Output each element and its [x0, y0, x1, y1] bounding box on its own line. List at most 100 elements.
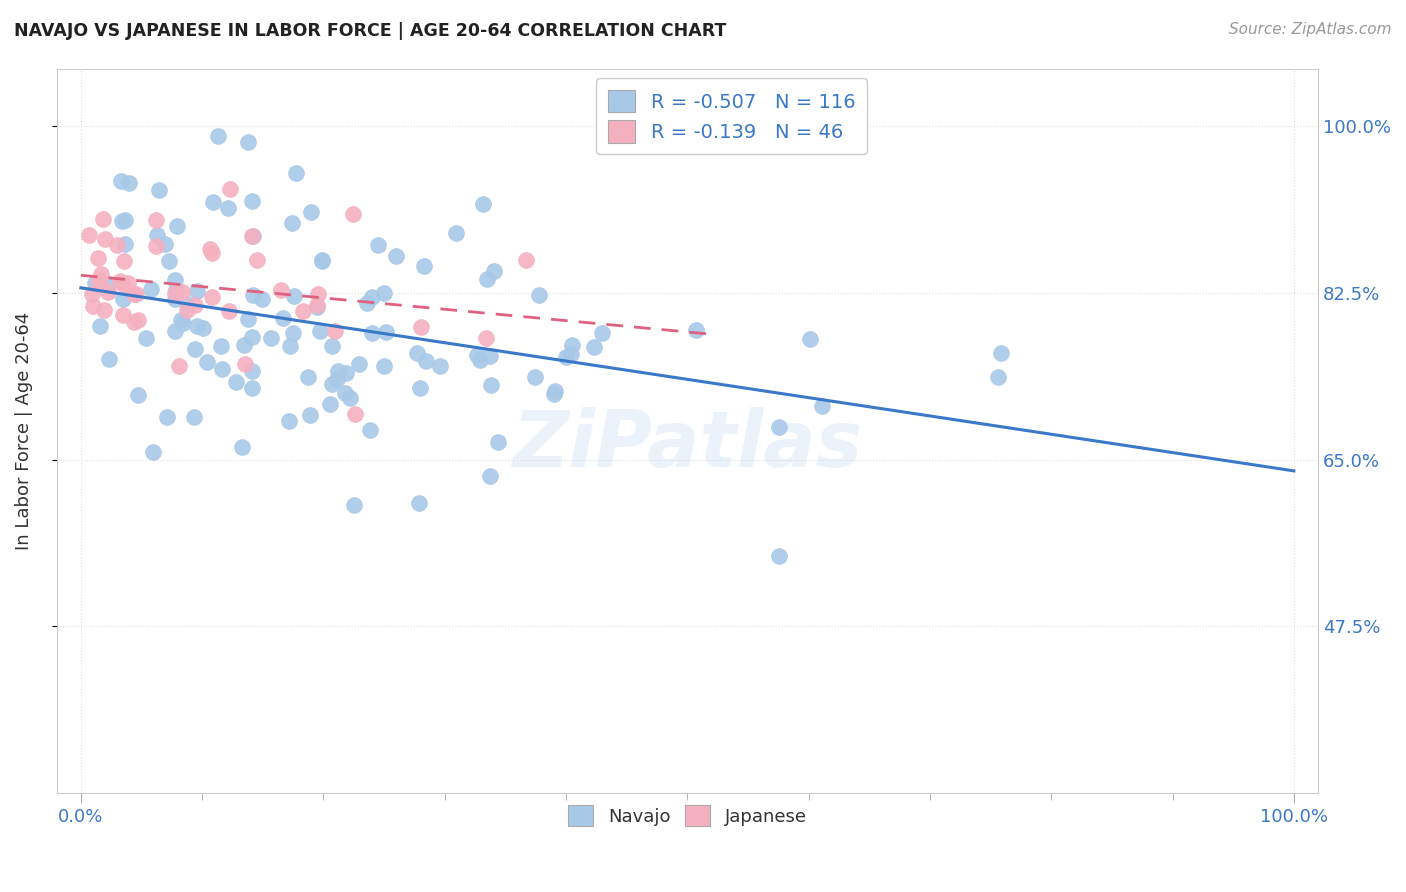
Point	[308, 324, 330, 338]
Point	[326, 372, 349, 386]
Point	[198, 242, 221, 256]
Point	[77, 228, 100, 243]
Point	[209, 339, 232, 353]
Point	[240, 194, 263, 208]
Point	[411, 320, 433, 334]
Point	[339, 391, 361, 405]
Point	[165, 293, 187, 307]
Point	[299, 204, 322, 219]
Point	[87, 251, 110, 265]
Point	[271, 310, 294, 325]
Point	[142, 445, 165, 459]
Point	[479, 378, 502, 392]
Point	[544, 384, 567, 398]
Point	[141, 282, 163, 296]
Point	[183, 342, 205, 356]
Point	[166, 219, 188, 233]
Point	[111, 277, 134, 291]
Text: NAVAJO VS JAPANESE IN LABOR FORCE | AGE 20-64 CORRELATION CHART: NAVAJO VS JAPANESE IN LABOR FORCE | AGE …	[14, 22, 727, 40]
Point	[87, 273, 110, 287]
Y-axis label: In Labor Force | Age 20-64: In Labor Force | Age 20-64	[15, 312, 32, 550]
Point	[195, 355, 218, 369]
Point	[373, 285, 395, 300]
Point	[297, 369, 319, 384]
Point	[82, 299, 104, 313]
Point	[80, 287, 103, 301]
Point	[183, 409, 205, 424]
Point	[311, 253, 333, 268]
Point	[186, 318, 208, 333]
Point	[98, 277, 121, 291]
Point	[524, 370, 547, 384]
Point	[240, 229, 263, 244]
Point	[165, 286, 187, 301]
Point	[385, 249, 408, 263]
Point	[236, 312, 259, 326]
Point	[307, 287, 329, 301]
Point	[311, 254, 333, 268]
Point	[360, 290, 382, 304]
Point	[305, 301, 328, 315]
Point	[768, 420, 790, 434]
Point	[347, 357, 370, 371]
Point	[89, 319, 111, 334]
Point	[321, 339, 343, 353]
Text: Source: ZipAtlas.com: Source: ZipAtlas.com	[1229, 22, 1392, 37]
Point	[127, 388, 149, 402]
Point	[990, 345, 1012, 359]
Point	[475, 331, 498, 345]
Point	[335, 385, 357, 400]
Point	[112, 253, 135, 268]
Point	[118, 176, 141, 190]
Point	[201, 245, 224, 260]
Point	[405, 346, 427, 360]
Point	[278, 339, 301, 353]
Point	[484, 263, 506, 277]
Point	[98, 351, 121, 366]
Point	[232, 338, 254, 352]
Point	[163, 324, 186, 338]
Point	[127, 312, 149, 326]
Point	[183, 298, 205, 312]
Point	[444, 227, 467, 241]
Point	[172, 316, 194, 330]
Point	[145, 213, 167, 227]
Point	[156, 409, 179, 424]
Point	[233, 357, 256, 371]
Point	[218, 304, 240, 318]
Point	[186, 284, 208, 298]
Point	[477, 272, 499, 286]
Point	[105, 238, 128, 252]
Point	[117, 276, 139, 290]
Point	[555, 350, 578, 364]
Point	[97, 285, 120, 300]
Point	[217, 201, 239, 215]
Point	[225, 376, 247, 390]
Point	[283, 288, 305, 302]
Point	[218, 182, 240, 196]
Point	[409, 381, 432, 395]
Point	[191, 321, 214, 335]
Point	[277, 414, 299, 428]
Point	[486, 434, 509, 449]
Point	[157, 254, 180, 268]
Point	[298, 409, 321, 423]
Point	[242, 229, 264, 244]
Point	[240, 330, 263, 344]
Point	[515, 253, 537, 268]
Point	[270, 283, 292, 297]
Point	[231, 440, 253, 454]
Point	[561, 337, 583, 351]
Point	[335, 366, 357, 380]
Point	[146, 228, 169, 243]
Point	[202, 195, 225, 210]
Point	[367, 237, 389, 252]
Point	[305, 298, 328, 312]
Point	[768, 549, 790, 564]
Point	[321, 376, 343, 391]
Point	[465, 348, 488, 362]
Point	[373, 359, 395, 374]
Point	[94, 231, 117, 245]
Point	[342, 207, 364, 221]
Point	[111, 308, 134, 322]
